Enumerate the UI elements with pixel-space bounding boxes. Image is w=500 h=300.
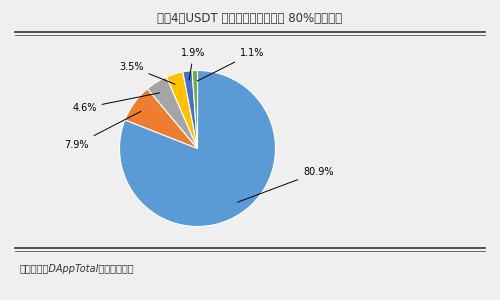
Text: 资料来源：DAppTotal，恒大研究院: 资料来源：DAppTotal，恒大研究院 — [20, 264, 134, 274]
Wedge shape — [192, 70, 198, 148]
Wedge shape — [125, 89, 198, 148]
Wedge shape — [166, 72, 198, 148]
Wedge shape — [120, 70, 276, 226]
Text: 3.5%: 3.5% — [119, 61, 175, 84]
Text: 4.6%: 4.6% — [72, 93, 160, 113]
Text: 图表4：USDT 占据全球稳定币市场 80%以上份额: 图表4：USDT 占据全球稳定币市场 80%以上份额 — [158, 12, 342, 25]
Text: 1.1%: 1.1% — [198, 48, 264, 81]
Wedge shape — [183, 71, 198, 148]
Text: 80.9%: 80.9% — [238, 167, 334, 202]
Text: 7.9%: 7.9% — [64, 111, 141, 150]
Wedge shape — [148, 77, 198, 148]
Text: 1.9%: 1.9% — [182, 48, 206, 80]
